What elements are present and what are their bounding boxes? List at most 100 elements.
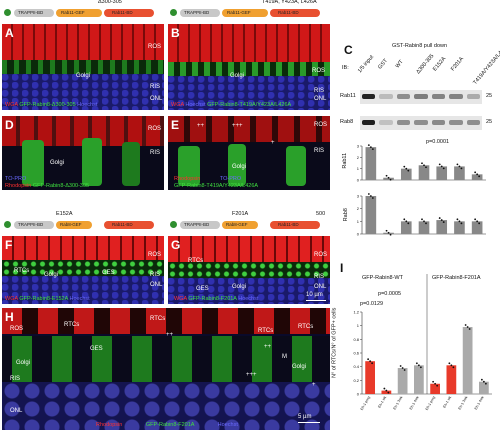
- bar: [454, 166, 465, 180]
- domain-trappii: [180, 9, 220, 17]
- domain-gef-label: Rab11-GEF: [61, 10, 85, 15]
- blot-band: [396, 94, 411, 99]
- panel-h-rtcs-3: RTCs: [258, 328, 274, 334]
- data-point: [425, 222, 427, 225]
- panel-f-ros: ROS: [148, 252, 162, 258]
- panel-e-ros: ROS: [314, 122, 328, 128]
- panel-h-ros: ROS: [10, 326, 24, 332]
- blot-band: [449, 94, 463, 99]
- blot-bands: [360, 90, 482, 130]
- panel-h-image: [2, 308, 330, 430]
- caption-red: WGA: [171, 102, 184, 108]
- panel-f-ris: RIS: [150, 272, 161, 278]
- panel-b-letter: B: [171, 26, 180, 40]
- bar: [462, 327, 473, 394]
- panel-g-caption: WGA GFP-Rabin8-F201A Hoechst: [174, 296, 259, 303]
- blot-band: [466, 94, 480, 99]
- panel-i-group2: GFP-Rabin8-F201A: [432, 275, 481, 281]
- data-point: [407, 222, 410, 225]
- data-point: [421, 162, 423, 165]
- panel-h-mark: ++: [264, 344, 272, 350]
- lane-label: T419A/Y423A/L426A: [472, 42, 500, 86]
- panel-a-golgi: Golgi: [76, 73, 91, 79]
- y-tick-label: 3: [357, 144, 360, 149]
- data-point: [371, 362, 374, 365]
- panel-h-rtcs: RTCs: [64, 322, 80, 328]
- data-point: [423, 164, 425, 167]
- data-point: [387, 231, 390, 234]
- bar: [397, 368, 408, 394]
- blot-band: [449, 120, 463, 125]
- domain-bd: [270, 221, 320, 229]
- panel-c-lane-labels: 1/5 input GST WT Δ300-305 E152A F201A T4…: [356, 43, 500, 86]
- blot-mw1: 25: [486, 93, 493, 99]
- panel-h-letter: H: [5, 310, 14, 324]
- caption-red: Rhodopsin: [96, 422, 123, 428]
- bar: [436, 166, 448, 180]
- x-tick-label: Eh-1 wk: [442, 395, 452, 408]
- blot-band: [362, 120, 376, 125]
- data-point: [466, 326, 469, 328]
- panel-d-ros: ROS: [148, 126, 162, 132]
- domain-bd: [270, 9, 320, 17]
- domain-trappii: [14, 9, 54, 17]
- data-point: [474, 218, 477, 221]
- data-point: [369, 195, 372, 197]
- data-point: [403, 165, 406, 168]
- data-point: [371, 148, 374, 151]
- domain-gef-label: Rab8-GEF: [60, 222, 82, 227]
- data-point: [452, 366, 455, 369]
- panel-a-caption: WGA GFP-Rabin8-Δ300-305 Hoechst: [5, 102, 97, 109]
- caption-blue: Hoechst: [217, 422, 238, 428]
- bar: [365, 196, 377, 234]
- caption-green: GFP-Rabin8-T419A/Y423A/L426A: [174, 182, 259, 189]
- data-point: [417, 364, 420, 367]
- y-tick-label: 2: [357, 206, 360, 211]
- panel-g-letter: G: [171, 238, 181, 252]
- panel-i-ylabel: N° of RTCs/N° of GFP+ cells: [331, 307, 338, 378]
- data-point: [423, 220, 425, 223]
- panel-b-golgi: Golgi: [230, 73, 245, 79]
- data-point: [371, 197, 374, 199]
- panel-c-letter: C: [344, 43, 353, 57]
- bar: [383, 177, 394, 180]
- chart-c1-svg: 0 1 2 3: [357, 144, 486, 183]
- panel-e-image: [168, 116, 330, 190]
- panel-b-onl: ONL: [314, 96, 327, 102]
- panel-d-golgi: Golgi: [50, 160, 65, 166]
- panel-d-image: [2, 116, 164, 190]
- y-tick-label: 1.2: [353, 310, 359, 315]
- data-point: [419, 366, 422, 369]
- x-tick-label: Eh-1 pmg: [360, 396, 371, 412]
- data-point: [434, 382, 437, 385]
- panel-a-ros: ROS: [148, 44, 162, 50]
- panel-f-caption: WGA GFP-Rabin8-E152A Hoechst: [5, 296, 90, 303]
- panel-e-ris: RIS: [314, 148, 325, 154]
- data-point: [436, 384, 439, 387]
- data-point: [456, 163, 459, 166]
- bar: [414, 365, 424, 394]
- data-point: [367, 358, 370, 361]
- caption-red: WGA: [5, 102, 18, 108]
- y-tick-label: 0.4: [353, 364, 359, 369]
- panel-b-ris: RIS: [314, 88, 325, 94]
- caption-red: WGA: [174, 296, 187, 302]
- data-point: [438, 163, 441, 166]
- bar: [418, 221, 430, 234]
- caption-green: GFP-Rabin8-F201A: [188, 296, 237, 302]
- caption-red: Rhodopsin: [5, 182, 32, 189]
- x-tick-label: Eh-1 3wk: [393, 395, 404, 410]
- bar: [436, 220, 448, 234]
- x-tick-label: Eh-1 pmg: [425, 396, 436, 412]
- panel-e-letter: E: [171, 118, 180, 132]
- domain-trappii-label: TRAPPII-BD: [184, 222, 210, 227]
- data-point: [407, 169, 410, 172]
- domain-gef-label: Rab8-GEF: [226, 222, 248, 227]
- domain-bd-label: Rab11-BD: [278, 222, 299, 227]
- data-point: [421, 218, 423, 221]
- data-point: [442, 167, 445, 170]
- data-point: [403, 369, 406, 371]
- panel-h-rtcs-2: RTCs: [150, 316, 166, 322]
- caption-blue: Hoechst: [238, 296, 259, 302]
- data-point: [458, 165, 461, 168]
